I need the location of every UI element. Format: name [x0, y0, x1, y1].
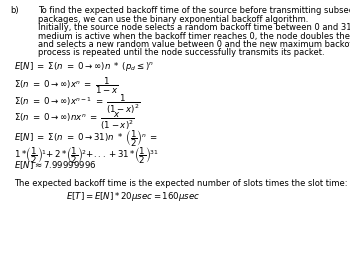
Text: process is repeated until the node successfully transmits its packet.: process is repeated until the node succe… [38, 48, 325, 57]
Text: b): b) [10, 6, 19, 15]
Text: packages, we can use the binary exponential backoff algorithm.: packages, we can use the binary exponent… [38, 15, 309, 24]
Text: $\Sigma(n\;=\;0 \to \infty)nx^{n}\;=\;\dfrac{x}{(1-x)^{2}}$: $\Sigma(n\;=\;0 \to \infty)nx^{n}\;=\;\d… [14, 110, 134, 131]
Text: $E[N]\;=\;\Sigma(n\;=\;0 \to 31)n\;*\;\left(\dfrac{1}{2}\right)^{n}\;=$: $E[N]\;=\;\Sigma(n\;=\;0 \to 31)n\;*\;\l… [14, 128, 158, 149]
Text: $E[T] = E[N] * 20\mu sec = 160\mu sec$: $E[T] = E[N] * 20\mu sec = 160\mu sec$ [66, 189, 201, 202]
Text: To find the expected backoff time of the source before transmitting subsequent: To find the expected backoff time of the… [38, 6, 350, 15]
Text: and selects a new random value between 0 and the new maximum backoff time. This: and selects a new random value between 0… [38, 40, 350, 49]
Text: The expected backoff time is the expected number of slots times the slot time:: The expected backoff time is the expecte… [14, 178, 348, 187]
Text: medium is active when the backoff timer reaches 0, the node doubles the backoff : medium is active when the backoff timer … [38, 31, 350, 40]
Text: $\Sigma(n\;=\;0 \to \infty)x^{n-1}\;=\;\dfrac{1}{(1-x)^{2}}$: $\Sigma(n\;=\;0 \to \infty)x^{n-1}\;=\;\… [14, 92, 140, 116]
Text: $E[N]\;=\;\Sigma(n\;=\;0 \to \infty)n\;*\;(p_d \leq)^{n}$: $E[N]\;=\;\Sigma(n\;=\;0 \to \infty)n\;*… [14, 59, 154, 72]
Text: $1*\!\left(\dfrac{1}{2}\right)^{\!1}\!+2*\!\left(\dfrac{1}{2}\right)^{\!2}\!+\!.: $1*\!\left(\dfrac{1}{2}\right)^{\!1}\!+2… [14, 144, 159, 165]
Text: Initially, the source node selects a random backoff time between 0 and 31 slots.: Initially, the source node selects a ran… [38, 23, 350, 32]
Text: $\Sigma(n\;=\;0 \to \infty)x^{n}\;=\;\dfrac{1}{1-x}$: $\Sigma(n\;=\;0 \to \infty)x^{n}\;=\;\df… [14, 75, 118, 95]
Text: $E[N] \approx 7.99999996$: $E[N] \approx 7.99999996$ [14, 159, 97, 171]
